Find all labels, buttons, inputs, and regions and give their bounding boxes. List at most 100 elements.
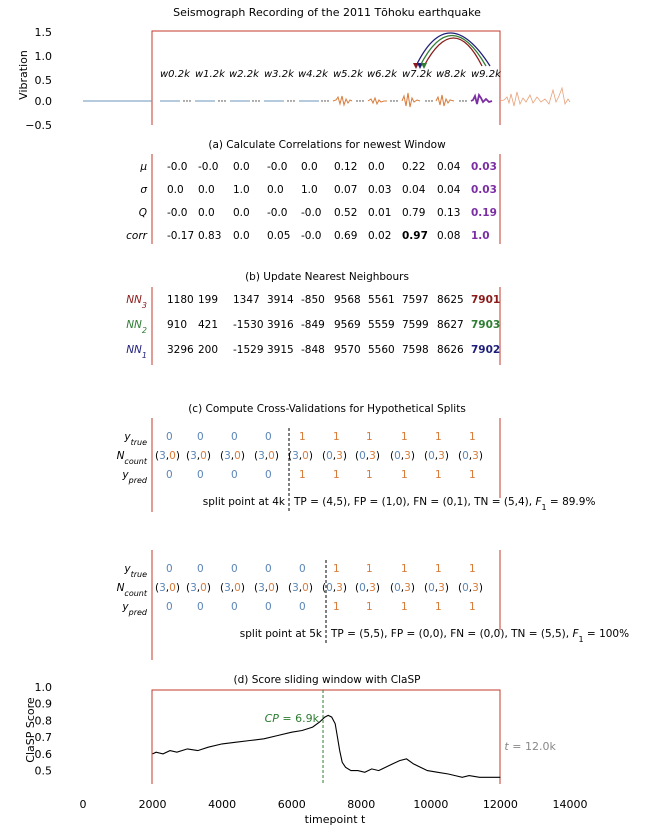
table-cell: 0.0 <box>368 161 385 173</box>
table-cell: 9568 <box>334 294 361 306</box>
table-cell: 0.03 <box>368 184 391 196</box>
seismograph-plot: Vibration 1.5 1.0 0.5 0.0 −0.5 <box>17 26 570 132</box>
table-cell: -1529 <box>233 344 264 356</box>
ncount-cell: (3,0) <box>288 582 313 594</box>
ypred-cell: 1 <box>299 469 306 481</box>
window-labels: w0.2k w1.2k w2.2k w3.2k w4.2k w5.2k w6.2… <box>160 69 502 80</box>
row-label: ypred <box>121 601 148 617</box>
y-tick-label: 0.7 <box>35 731 53 744</box>
row-label: Ncount <box>117 450 148 466</box>
chart-series <box>153 715 501 777</box>
row-label: μ <box>139 161 147 173</box>
table-cell: 0.04 <box>437 161 461 173</box>
ypred-cell: 0 <box>197 601 204 613</box>
ncount-cell: (0,3) <box>390 450 415 462</box>
table-cell: 5561 <box>368 294 395 306</box>
ytrue-cell: 0 <box>265 563 272 575</box>
y-tick-label: 0.6 <box>35 748 53 761</box>
current-time-label: t = 12.0k <box>504 740 556 753</box>
row-label: ytrue <box>123 563 147 579</box>
x-tick-label: 12000 <box>483 798 518 811</box>
ypred-cell: 1 <box>366 601 373 613</box>
ytrue-cell: 1 <box>366 563 373 575</box>
window-label: w0.2k <box>160 69 191 80</box>
ncount-cell: (0,3) <box>458 582 483 594</box>
window-gap-dots <box>183 100 466 101</box>
ypred-cell: 0 <box>265 601 272 613</box>
ncount-cell: (3,0) <box>220 582 245 594</box>
row-label: Q <box>139 207 147 219</box>
table-cell: -1530 <box>233 319 264 331</box>
x-tick-label: 10000 <box>413 798 448 811</box>
ytick-label: 1.5 <box>35 26 53 39</box>
table-cell: -849 <box>301 319 325 331</box>
table-cell: 0.0 <box>233 161 250 173</box>
ytrue-cell: 1 <box>299 431 306 443</box>
table-cell: 1347 <box>233 294 260 306</box>
table-cell: 7599 <box>402 319 429 331</box>
table-cell: 7597 <box>402 294 429 306</box>
window-label: w9.2k <box>471 69 502 80</box>
chart-annotations: CP = 6.9kt = 12.0k <box>265 690 557 784</box>
table-cell: -0.0 <box>267 161 288 173</box>
x-tick-label: 2000 <box>139 798 167 811</box>
table-cell: 0.0 <box>233 230 250 242</box>
table-cell: 8626 <box>437 344 464 356</box>
row-label: ytrue <box>123 431 147 447</box>
newest-window-signal <box>471 95 492 104</box>
split-metrics: TP = (4,5), FP = (1,0), FN = (0,1), TN =… <box>293 496 595 512</box>
section-a-title: (a) Calculate Correlations for newest Wi… <box>208 139 446 151</box>
ytrue-cell: 0 <box>299 563 306 575</box>
section-c: (c) Compute Cross-Validations for Hypoth… <box>117 403 630 660</box>
ypred-cell: 0 <box>166 601 173 613</box>
x-tick-label: 6000 <box>278 798 306 811</box>
ytrue-cell: 1 <box>333 431 340 443</box>
ncount-cell: (0,3) <box>424 450 449 462</box>
table-cell: 0.0 <box>267 184 284 196</box>
ypred-cell: 1 <box>333 601 340 613</box>
table-cell: 0.19 <box>471 207 497 219</box>
section-b: (b) Update Nearest Neighbours NN3 1180 199… <box>126 271 500 365</box>
ypred-cell: 0 <box>265 469 272 481</box>
table-cell: 0.02 <box>368 230 391 242</box>
table-cell: 1.0 <box>471 230 490 242</box>
window-label: w7.2k <box>402 69 433 80</box>
window-label: w5.2k <box>333 69 364 80</box>
table-cell: -0.0 <box>267 207 288 219</box>
table-cell: -0.0 <box>198 161 219 173</box>
row-label: NN3 <box>126 294 147 310</box>
ytick-label: 0.0 <box>35 95 53 108</box>
ytrue-cell: 0 <box>197 431 204 443</box>
x-tick-label: 14000 <box>553 798 588 811</box>
ncount-cell: (3,0) <box>186 450 211 462</box>
y-tick-label: 0.9 <box>35 698 53 711</box>
ncount-cell: (3,0) <box>288 450 313 462</box>
row-label: NN1 <box>126 344 147 360</box>
table-cell: 3915 <box>267 344 294 356</box>
table-cell: 7598 <box>402 344 429 356</box>
ncount-cell: (0,3) <box>355 450 380 462</box>
ncount-cell: (3,0) <box>155 582 180 594</box>
table-cell: 0.0 <box>301 161 318 173</box>
table-cell: 0.01 <box>368 207 391 219</box>
split-metrics: TP = (5,5), FP = (0,0), FN = (0,0), TN =… <box>330 628 629 644</box>
clasp-score-line <box>153 715 501 777</box>
chart-xlabel: timepoint t <box>305 813 366 826</box>
row-label: σ <box>140 184 147 196</box>
ytick-label: −0.5 <box>25 119 52 132</box>
ytrue-cell: 0 <box>166 563 173 575</box>
ncount-cell: (0,3) <box>355 582 380 594</box>
table-cell: 0.07 <box>334 184 357 196</box>
ytrue-cell: 0 <box>231 431 238 443</box>
x-tick-label: 8000 <box>347 798 375 811</box>
ytrue-cell: 1 <box>435 431 442 443</box>
table-cell: 0.13 <box>437 207 460 219</box>
ypred-cell: 1 <box>333 469 340 481</box>
ytrue-cell: 0 <box>166 431 173 443</box>
split-point-label: split point at 4k <box>203 496 286 508</box>
section-b-title: (b) Update Nearest Neighbours <box>245 271 409 283</box>
table-cell: 0.12 <box>334 161 357 173</box>
table-cell: 200 <box>198 344 218 356</box>
ypred-cell: 0 <box>231 601 238 613</box>
ypred-cell: 0 <box>197 469 204 481</box>
